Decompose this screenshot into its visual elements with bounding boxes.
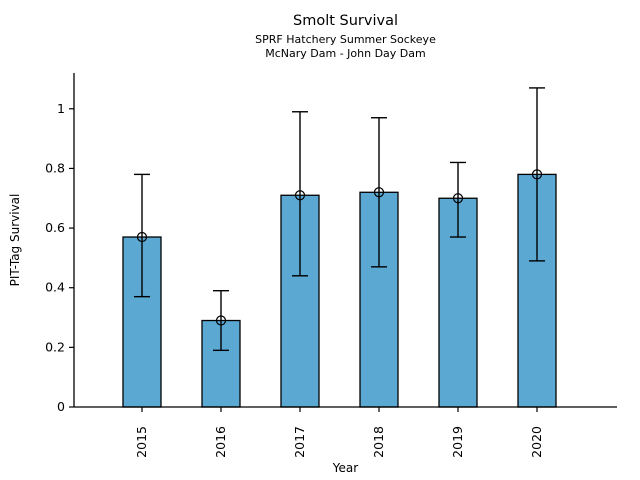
errorbar-2015 <box>134 173 150 298</box>
marker-2016 <box>215 315 227 326</box>
errorbar-2020 <box>529 87 545 262</box>
x-tick-label: 2015 <box>134 426 149 458</box>
x-tick-label: 2018 <box>371 426 386 458</box>
errorbar-2019 <box>450 161 466 238</box>
x-tick-label: 2020 <box>529 426 544 458</box>
x-tick-label: 2019 <box>450 426 465 458</box>
y-tick-label: 0.2 <box>45 339 65 354</box>
chart-title: Smolt Survival <box>293 13 398 29</box>
chart-subtitle-line2: McNary Dam - John Day Dam <box>265 47 426 60</box>
errorbar-2018 <box>371 117 387 268</box>
y-tick-label: 0.8 <box>45 160 65 175</box>
errorbar-2016 <box>213 289 229 352</box>
y-tick-label: 0.4 <box>45 280 65 295</box>
y-tick-label: 1 <box>57 101 65 116</box>
marker-2019 <box>452 193 464 204</box>
errorbar-2017 <box>292 111 308 277</box>
marker-2020 <box>531 169 543 180</box>
x-axis-label: Year <box>332 461 359 475</box>
y-tick-label: 0.6 <box>45 220 65 235</box>
y-tick-label: 0 <box>57 399 65 414</box>
marker-2017 <box>294 190 306 201</box>
x-tick-label: 2017 <box>292 426 307 458</box>
x-tick-label: 2016 <box>213 426 228 458</box>
chart-subtitle-line1: SPRF Hatchery Summer Sockeye <box>255 33 436 46</box>
marker-2015 <box>136 231 148 243</box>
marker-2018 <box>373 187 385 198</box>
